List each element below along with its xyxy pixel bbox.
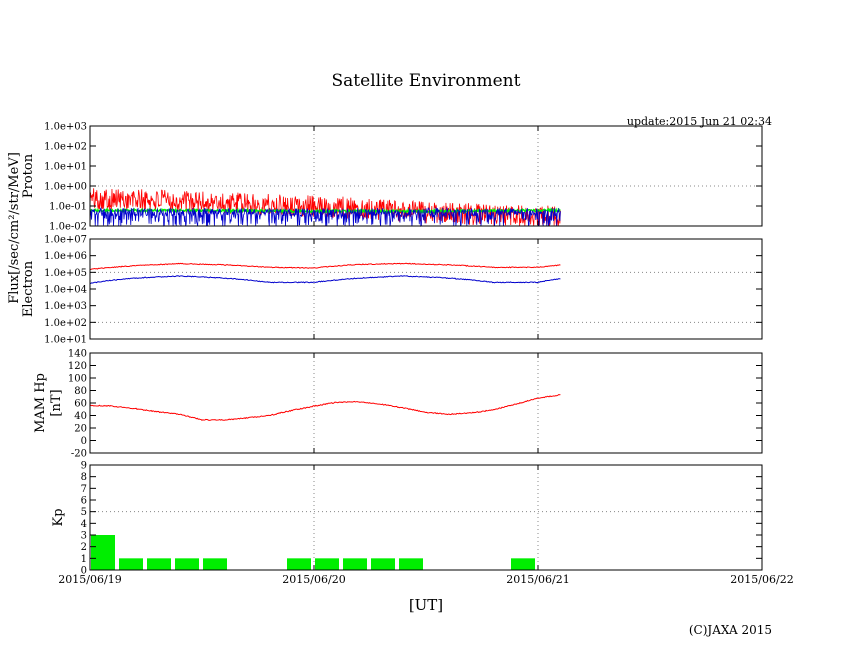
kp-bar <box>119 558 143 570</box>
y-tick-label: 140 <box>68 349 87 360</box>
panel-frame <box>89 238 763 340</box>
y-tick-label: 40 <box>74 411 87 422</box>
panel-electron: 1.0e+07 1.0e+06 1.0e+05 1.0e+04 1.0e+03 1.0e+… <box>21 235 763 346</box>
x-tick-label: 2015/06/20 <box>282 573 345 586</box>
y-tick-label: 0 <box>81 436 87 447</box>
panel-frame <box>89 464 763 571</box>
y-tick-label: 1.0e+00 <box>44 182 87 193</box>
y-tick-label: 0 <box>81 566 87 577</box>
chart-panels: 1.0e+03 1.0e+02 1.0e+01 1.0e+00 1.0e-01 1.0e-… <box>21 122 794 587</box>
x-tick-label: 2015/06/21 <box>506 573 569 586</box>
panel-frame <box>89 352 763 454</box>
update-timestamp: update:2015 Jun 21 02:34 <box>627 115 772 128</box>
kp-bar <box>371 558 395 570</box>
y-tick-label: -20 <box>71 449 87 460</box>
panel-label-electron: Electron <box>21 260 36 317</box>
y-tick-label: 1.0e+04 <box>44 285 87 296</box>
kp-bar <box>203 558 227 570</box>
proton-blue-series <box>89 206 561 228</box>
y-tick-label: 60 <box>74 399 87 410</box>
x-axis-label: [UT] <box>409 596 443 614</box>
kp-bar <box>343 558 367 570</box>
y-tick-label: 80 <box>74 386 87 397</box>
kp-bar <box>287 558 311 570</box>
y-tick-label: 1.0e+05 <box>44 268 87 279</box>
y-tick-label: 1.0e+07 <box>44 235 87 246</box>
y-tick-label: 8 <box>81 472 87 483</box>
chart-title: Satellite Environment <box>332 71 521 91</box>
y-tick-label: 20 <box>74 424 87 435</box>
kp-bar <box>147 558 171 570</box>
y-tick-label: 9 <box>81 461 87 472</box>
y-tick-label: 1.0e+03 <box>44 301 87 312</box>
hp-red-series <box>89 394 561 421</box>
panel-label-kp: Kp <box>51 508 66 526</box>
y-tick-label: 7 <box>81 484 87 495</box>
panel-proton: 1.0e+03 1.0e+02 1.0e+01 1.0e+00 1.0e-01 1.0e-… <box>21 122 763 233</box>
kp-bar <box>91 535 115 570</box>
electron-blue-series <box>89 275 561 284</box>
y-tick-label: 1.0e+01 <box>44 335 87 346</box>
copyright-notice: (C)JAXA 2015 <box>689 623 772 637</box>
y-tick-label: 1.0e+06 <box>44 251 87 262</box>
x-tick-label: 2015/06/22 <box>730 573 793 586</box>
y-tick-label: 2 <box>81 542 87 553</box>
y-tick-label: 1 <box>81 554 87 565</box>
y-tick-label: 1.0e+02 <box>44 318 87 329</box>
kp-bar <box>315 558 339 570</box>
flux-axis-label: Flux[/sec/cm²/str/MeV] <box>7 152 22 304</box>
panel-label-hp: MAM Hp <box>33 373 48 433</box>
y-tick-label: 1.0e-02 <box>49 222 87 233</box>
y-tick-label: 1.0e+02 <box>44 142 87 153</box>
y-tick-label: 1.0e+03 <box>44 122 87 133</box>
panel-unit-hp: [nT] <box>49 389 64 416</box>
panel-frame <box>89 125 763 227</box>
kp-bar <box>175 558 199 570</box>
kp-bar <box>511 558 535 570</box>
y-tick-label: 3 <box>81 531 87 542</box>
x-tick-label: 2015/06/19 <box>58 573 121 586</box>
y-tick-label: 5 <box>81 507 87 518</box>
electron-red-series <box>89 262 561 271</box>
y-tick-label: 1.0e-01 <box>49 202 87 213</box>
y-tick-label: 1.0e+01 <box>44 162 87 173</box>
y-tick-label: 100 <box>68 374 87 385</box>
y-tick-label: 4 <box>81 519 87 530</box>
kp-bar <box>399 558 423 570</box>
y-tick-label: 120 <box>68 361 87 372</box>
panel-label-proton: Proton <box>21 153 36 198</box>
y-tick-label: 6 <box>81 496 87 507</box>
